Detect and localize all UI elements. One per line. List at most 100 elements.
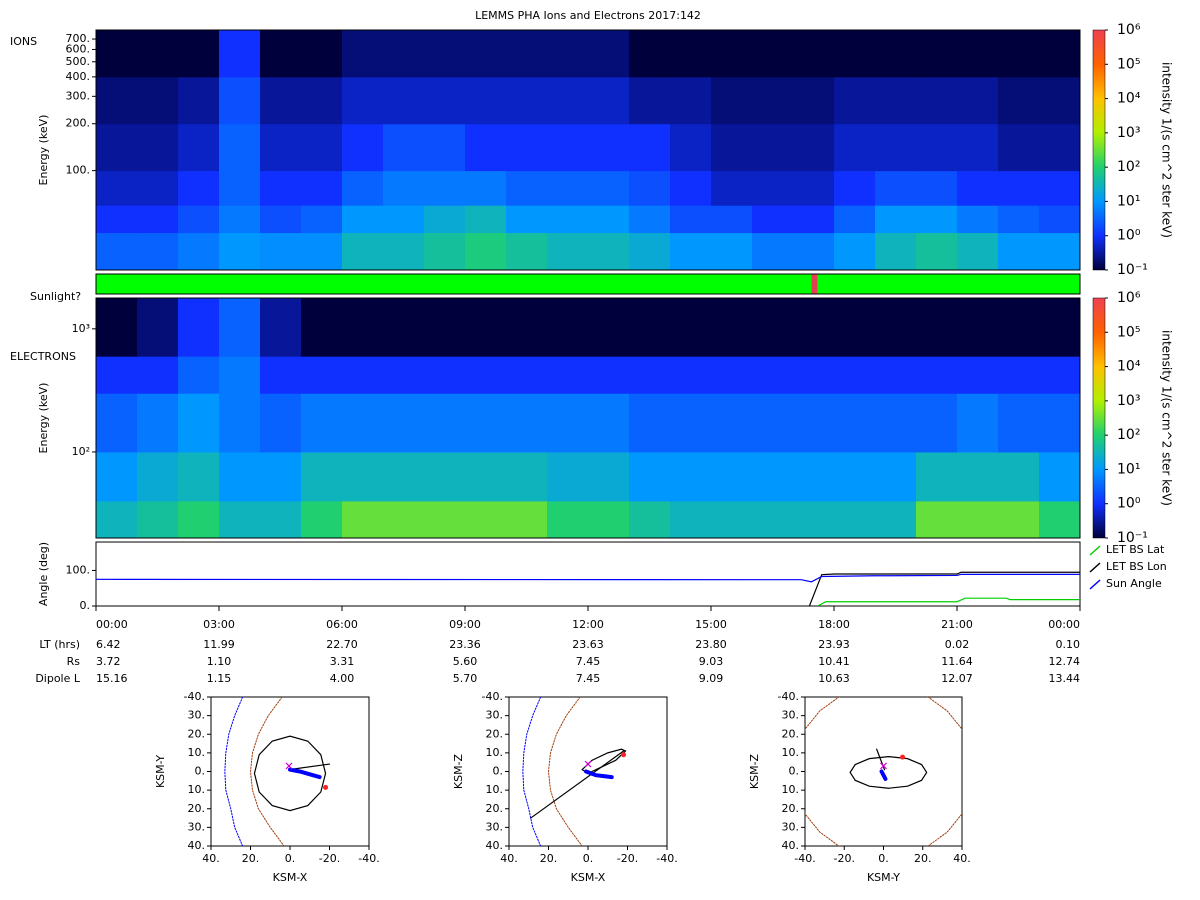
- spectrogram-cell: [752, 298, 794, 357]
- spectrogram-cell: [547, 205, 589, 234]
- spectrogram-cell: [260, 393, 302, 453]
- spectrogram-cell: [547, 356, 589, 394]
- spectrogram-cell: [588, 500, 630, 538]
- spectrogram-cell: [383, 30, 425, 78]
- spectrogram-cell: [629, 393, 671, 453]
- spectrogram-cell: [957, 170, 999, 206]
- orbit-path: [224, 697, 244, 846]
- x-tick-label: 21:00: [941, 618, 973, 631]
- spectrogram-cell: [547, 298, 589, 357]
- x-axis-label: KSM-Y: [867, 871, 900, 884]
- spectrogram-cell: [342, 76, 384, 125]
- spectrogram-cell: [834, 393, 876, 453]
- spectrogram-cell: [916, 205, 958, 234]
- y-tick-label: 20.: [188, 802, 206, 815]
- spectrogram-cell: [916, 170, 958, 206]
- spectrogram-cell: [178, 76, 220, 125]
- y-tick-label: 0.: [493, 765, 504, 778]
- spectrogram-cell: [875, 170, 917, 206]
- ephemeris-value: 1.10: [207, 655, 232, 668]
- spectrogram-cell: [96, 356, 138, 394]
- ephemeris-value: 0.10: [1056, 638, 1081, 651]
- spectrogram-cell: [424, 451, 466, 502]
- y-axis-label: Energy (keV): [37, 115, 50, 186]
- colorbar-tick-label: 10⁴: [1117, 359, 1141, 375]
- orbit-paths: [224, 697, 331, 846]
- spectrogram-cell: [301, 170, 343, 206]
- spectrogram-cell: [957, 298, 999, 357]
- x-tick-label: 20.: [540, 852, 558, 865]
- spectrogram-cell: [96, 123, 138, 172]
- spectrogram-cell: [916, 298, 958, 357]
- ephemeris-label: Rs: [67, 655, 81, 668]
- x-tick-label: 09:00: [449, 618, 481, 631]
- ephemeris-value: 7.45: [576, 655, 601, 668]
- spectrogram-cell: [670, 500, 712, 538]
- y-tick-label: 10.: [486, 783, 504, 796]
- colorbar-tick-label: 10⁻¹: [1117, 262, 1148, 278]
- spectrogram-cell: [96, 170, 138, 206]
- spectrogram-cell: [998, 451, 1040, 502]
- spectrogram-cell: [424, 500, 466, 538]
- colorbar-tick-label: 10¹: [1117, 461, 1140, 477]
- spectrogram-cell: [1039, 393, 1080, 453]
- x-tick-label: 40.: [953, 852, 971, 865]
- x-tick-label: 00:00: [1048, 618, 1080, 631]
- spectrogram-cell: [178, 451, 220, 502]
- spectrogram-cell: [219, 500, 261, 538]
- spectrogram-cell: [752, 500, 794, 538]
- spectrogram-cell: [670, 76, 712, 125]
- spectrogram-cell: [342, 205, 384, 234]
- y-axis-label: KSM-Y: [154, 755, 167, 788]
- spectrogram-cell: [465, 123, 507, 172]
- series-line: [808, 571, 1080, 606]
- spectrogram-cell: [711, 205, 753, 234]
- spectrogram-cell: [998, 123, 1040, 172]
- spectrogram-cell: [875, 500, 917, 538]
- spectrogram-cell: [670, 170, 712, 206]
- spectrogram-cell: [711, 298, 753, 357]
- spectrogram-cell: [260, 170, 302, 206]
- spectrogram-cell: [834, 123, 876, 172]
- spectrogram-cell: [260, 298, 302, 357]
- spectrogram-cell: [178, 232, 220, 270]
- spectrogram-cell: [711, 30, 753, 78]
- spectrogram-cell: [465, 232, 507, 270]
- sunlight-segment: [811, 274, 818, 294]
- colorbar-tick-label: 10²: [1117, 427, 1140, 443]
- spectrogram-cell: [1039, 232, 1080, 270]
- spectrogram-cell: [629, 170, 671, 206]
- spectrogram-cell: [1039, 123, 1080, 172]
- plot-frame: [95, 297, 1081, 539]
- spectrogram-cell: [793, 232, 835, 270]
- y-tick-label: 100.: [66, 164, 91, 177]
- spectrogram-cell: [137, 298, 179, 357]
- spectrogram-cell: [711, 76, 753, 125]
- spectrogram-cell: [752, 170, 794, 206]
- spectrogram-cell: [506, 451, 548, 502]
- spectrogram-cell: [670, 30, 712, 78]
- spectrogram-cell: [137, 205, 179, 234]
- spectrogram-cell: [383, 298, 425, 357]
- spectrogram-cell: [178, 123, 220, 172]
- colorbar-tick-label: 10¹: [1117, 193, 1140, 209]
- spectrogram-cell: [506, 356, 548, 394]
- spectrogram-cell: [629, 30, 671, 78]
- spectrogram-cell: [670, 205, 712, 234]
- spectrogram-cell: [875, 30, 917, 78]
- spectrogram-cell: [752, 232, 794, 270]
- spectrogram-cell: [301, 205, 343, 234]
- spectrogram-cell: [96, 232, 138, 270]
- y-tick-label: 10.: [188, 746, 206, 759]
- spectrogram-cell: [793, 356, 835, 394]
- spectrogram-cell: [547, 393, 589, 453]
- spectrogram-cell: [834, 356, 876, 394]
- spectrogram-cell: [957, 232, 999, 270]
- ephemeris-value: 10.41: [818, 655, 850, 668]
- spectrogram-cell: [506, 298, 548, 357]
- spectrogram-cell: [383, 205, 425, 234]
- spectrogram-cell: [711, 123, 753, 172]
- spectrogram-cell: [752, 30, 794, 78]
- ephemeris-value: 12.07: [941, 672, 973, 685]
- spectrogram-cell: [588, 30, 630, 78]
